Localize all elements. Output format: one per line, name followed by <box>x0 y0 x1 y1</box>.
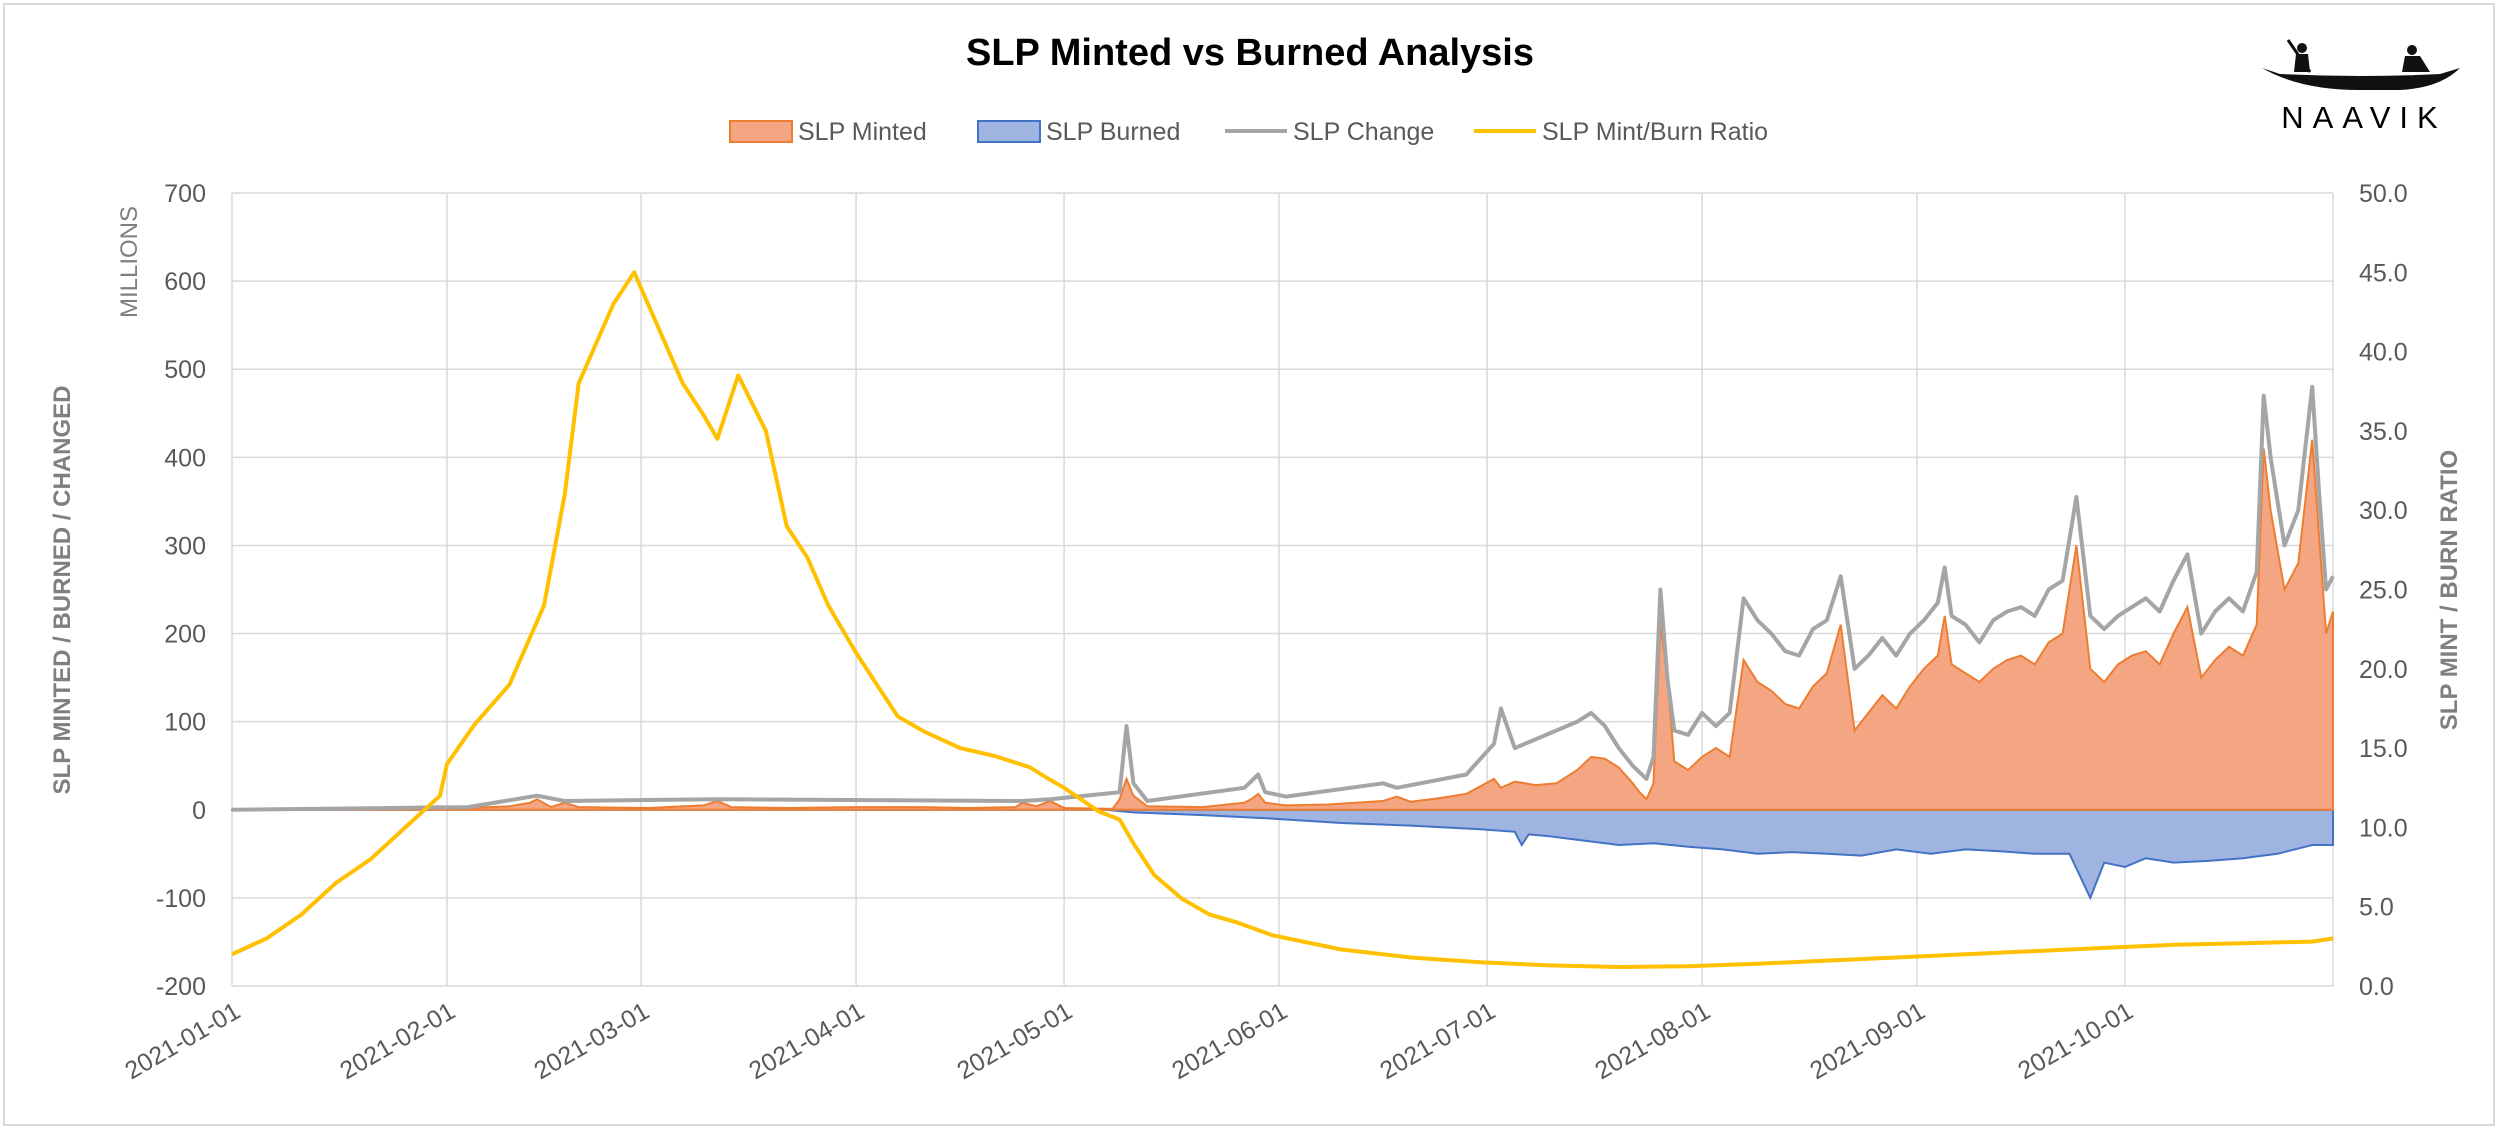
y-left-tick-label: 200 <box>164 621 206 649</box>
right-axis-title: SLP MINT / BURN RATIO <box>2436 450 2463 730</box>
x-tick-label: 2021-03-01 <box>529 997 654 1085</box>
y-left-tick-label: 500 <box>164 356 206 384</box>
chart-title: SLP Minted vs Burned Analysis <box>966 32 1534 74</box>
chart-frame <box>3 3 2495 1126</box>
legend-item: SLP Mint/Burn Ratio <box>1474 118 1768 146</box>
y-right-tick-label: 20.0 <box>2359 656 2408 684</box>
chart-legend: SLP Minted SLP Burned SLP Change SLP Mint/B… <box>729 118 1768 146</box>
series-layer <box>231 270 2335 969</box>
y-right-tick-label: 40.0 <box>2359 339 2408 367</box>
x-tick-label: 2021-06-01 <box>1167 997 1292 1085</box>
x-tick-label: 2021-09-01 <box>1805 997 1930 1085</box>
x-tick-label: 2021-07-01 <box>1375 997 1500 1085</box>
y-left-tick-label: 700 <box>164 180 206 208</box>
y-right-tick-label: 15.0 <box>2359 735 2408 763</box>
left-axis-unit: MILLIONS <box>116 206 143 318</box>
y-left-tick-label: 100 <box>164 709 206 737</box>
left-axis-title: SLP MINTED / BURNED / CHANGED <box>49 386 76 795</box>
x-tick-label: 2021-05-01 <box>952 997 1077 1085</box>
x-tick-label: 2021-10-01 <box>2013 997 2138 1085</box>
grid-lines <box>231 192 2334 987</box>
y-left-tick-label: 0 <box>192 797 206 825</box>
x-tick-label: 2021-02-01 <box>335 997 460 1085</box>
series-slp-minted <box>231 439 2334 811</box>
legend-label: SLP Minted <box>798 118 927 146</box>
x-tick-label: 2021-01-01 <box>120 997 245 1085</box>
y-left-tick-label: -200 <box>156 973 206 1001</box>
legend-item: SLP Burned <box>977 118 1180 146</box>
naavik-logo: NAAVIK <box>2262 39 2460 135</box>
y-left-tick-label: 600 <box>164 268 206 296</box>
legend-item: SLP Minted <box>729 118 927 146</box>
x-tick-label: 2021-04-01 <box>744 997 869 1085</box>
y-right-tick-label: 10.0 <box>2359 814 2408 842</box>
y-right-tick-label: 25.0 <box>2359 577 2408 605</box>
y-right-tick-label: 5.0 <box>2359 894 2394 922</box>
y-left-tick-label: 300 <box>164 532 206 560</box>
legend-label: SLP Mint/Burn Ratio <box>1542 118 1768 146</box>
y-right-tick-label: 45.0 <box>2359 259 2408 287</box>
legend-swatch <box>729 120 793 143</box>
y-right-tick-label: 30.0 <box>2359 497 2408 525</box>
legend-swatch <box>977 120 1041 143</box>
logo-text: NAAVIK <box>2281 100 2446 135</box>
y-right-tick-label: 50.0 <box>2359 180 2408 208</box>
y-left-tick-label: -100 <box>156 885 206 913</box>
legend-item: SLP Change <box>1225 118 1434 146</box>
y-right-tick-label: 35.0 <box>2359 418 2408 446</box>
x-tick-label: 2021-08-01 <box>1590 997 1715 1085</box>
legend-label: SLP Change <box>1293 118 1434 146</box>
legend-label: SLP Burned <box>1046 118 1180 146</box>
y-left-tick-label: 400 <box>164 444 206 472</box>
series-slp-change <box>231 384 2335 812</box>
series-slp-burned <box>231 808 2334 901</box>
series-mint-burn-ratio <box>231 270 2334 969</box>
y-right-tick-label: 0.0 <box>2359 973 2394 1001</box>
